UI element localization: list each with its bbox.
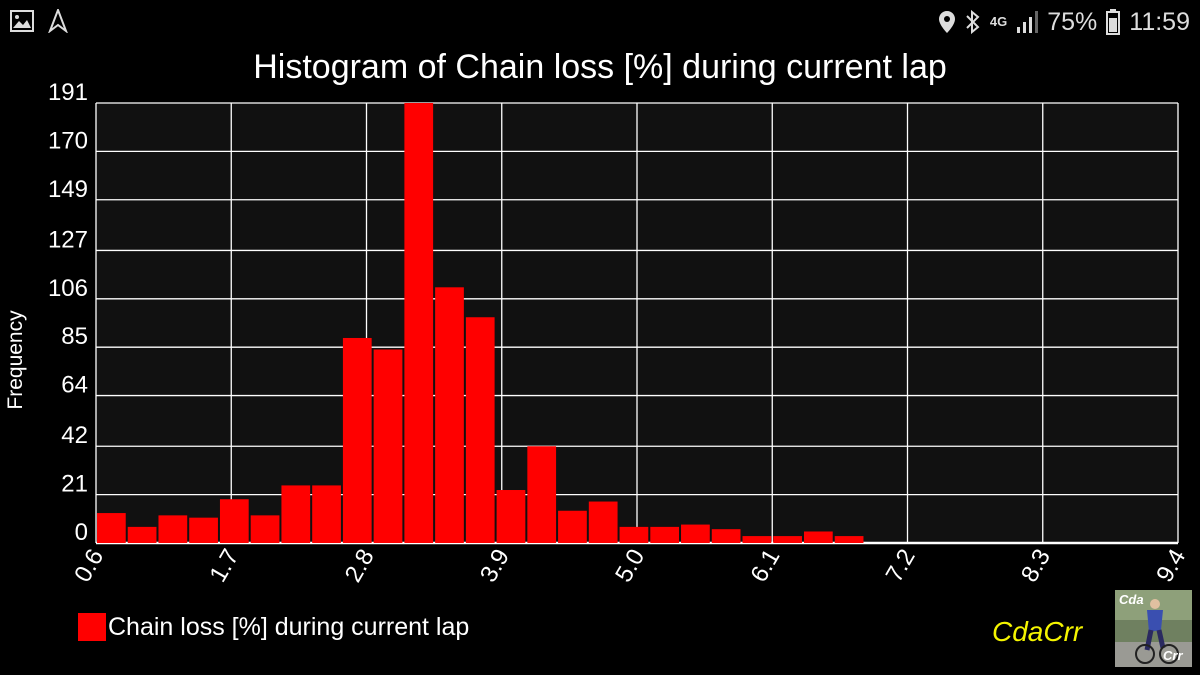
histogram-bar <box>742 536 772 543</box>
x-tick-label: 5.0 <box>610 545 650 587</box>
brand-name: CdaCrr <box>992 616 1083 647</box>
x-tick-label: 2.8 <box>340 545 380 587</box>
battery-icon <box>1106 9 1121 35</box>
histogram-bar <box>834 536 864 543</box>
y-tick-label: 191 <box>48 79 88 106</box>
logo-text-top: Cda <box>1119 592 1144 607</box>
legend: Chain loss [%] during current lap <box>78 612 469 642</box>
histogram-bar <box>711 529 741 543</box>
battery-percent: 75% <box>1047 8 1098 36</box>
histogram-bar <box>558 510 587 543</box>
status-right: 4G 75% 11:59 <box>938 6 1190 38</box>
histogram-bar <box>496 490 526 543</box>
histogram-bar <box>342 337 372 543</box>
signal-icon <box>1017 11 1039 33</box>
histogram-bar <box>588 501 618 543</box>
y-axis-ticks: 0 21 42 64 85 106 127 149 170 191 <box>48 79 88 546</box>
grid-lines <box>95 102 1179 545</box>
x-tick-label: 7.2 <box>881 545 921 587</box>
bluetooth-icon <box>966 9 980 35</box>
histogram-bar <box>619 526 649 543</box>
x-tick-label: 3.9 <box>475 545 515 587</box>
y-tick-label: 0 <box>75 519 88 546</box>
x-axis-ticks: 0.6 1.7 2.8 3.9 5.0 6.1 7.2 8.3 9.4 <box>69 545 1191 587</box>
histogram-bar <box>404 103 434 543</box>
logo-text-bottom: Crr <box>1163 648 1183 663</box>
histogram-bar <box>127 526 157 543</box>
x-tick-label: 8.3 <box>1016 545 1056 587</box>
histogram-bar <box>465 317 495 543</box>
y-tick-label: 21 <box>61 471 88 498</box>
bars <box>97 103 864 543</box>
histogram-bar <box>803 531 833 543</box>
x-tick-label: 0.6 <box>69 545 109 587</box>
histogram-chart: Histogram of Chain loss [%] during curre… <box>4 48 1191 587</box>
histogram-bar <box>681 524 710 543</box>
y-tick-label: 64 <box>61 372 88 399</box>
histogram-bar <box>773 536 802 543</box>
legend-label: Chain loss [%] during current lap <box>108 613 470 641</box>
histogram-bar <box>219 499 249 543</box>
status-left <box>10 9 68 33</box>
y-tick-label: 149 <box>48 176 88 203</box>
x-tick-label: 6.1 <box>745 545 785 587</box>
x-tick-label: 9.4 <box>1151 545 1191 587</box>
histogram-bar <box>189 517 218 543</box>
y-tick-label: 85 <box>61 323 88 350</box>
histogram-bar <box>97 513 126 543</box>
x-tick-label: 1.7 <box>204 545 244 587</box>
legend-swatch <box>78 613 106 641</box>
y-tick-label: 170 <box>48 127 88 154</box>
histogram-bar <box>435 287 464 543</box>
histogram-bar <box>250 515 280 543</box>
status-bar: 4G 75% 11:59 <box>0 0 1200 46</box>
y-tick-label: 106 <box>48 275 88 302</box>
y-axis-label: Frequency <box>4 310 27 410</box>
navigation-icon <box>48 9 68 33</box>
image-icon <box>10 10 34 32</box>
clock: 11:59 <box>1129 8 1190 36</box>
y-tick-label: 42 <box>61 422 88 449</box>
brand-logo: Cda Crr <box>1115 590 1192 667</box>
cyclist-image <box>1115 590 1192 667</box>
chart-title: Histogram of Chain loss [%] during curre… <box>253 48 947 86</box>
histogram-bar <box>650 526 680 543</box>
location-icon <box>938 11 955 33</box>
histogram-bar <box>281 485 311 543</box>
y-tick-label: 127 <box>48 226 88 253</box>
histogram-bar <box>527 446 557 543</box>
histogram-bar <box>312 485 341 543</box>
histogram-bar <box>373 349 403 543</box>
network-type: 4G <box>989 14 1008 29</box>
histogram-bar <box>158 515 188 543</box>
